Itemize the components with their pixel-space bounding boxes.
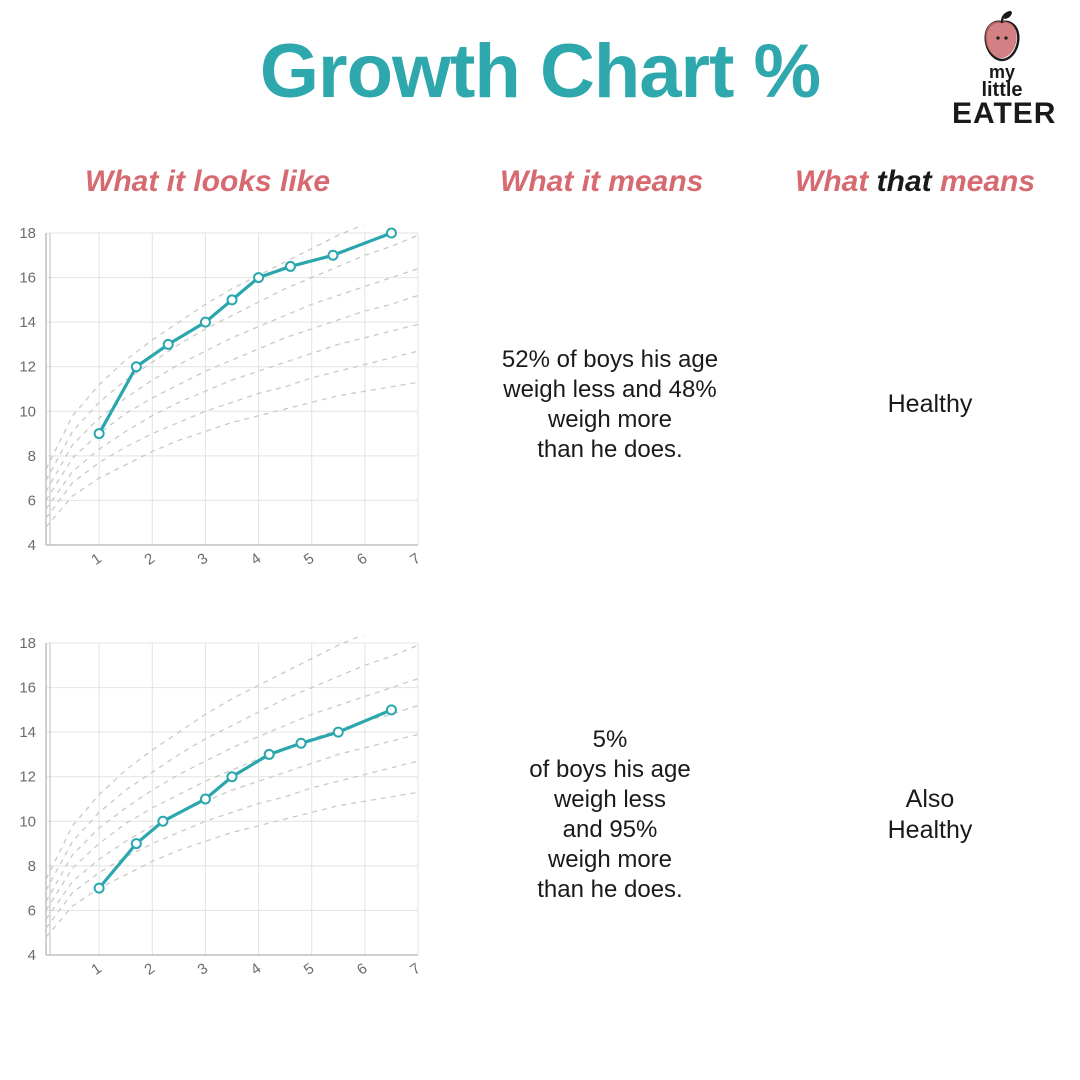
svg-text:8: 8	[28, 448, 36, 465]
svg-text:6: 6	[28, 492, 36, 509]
column-header-means: What it means	[500, 165, 703, 199]
verdict-1: Healthy	[800, 215, 1060, 595]
verdict-2: Also Healthy	[800, 625, 1060, 1005]
svg-text:4: 4	[28, 537, 36, 554]
svg-text:14: 14	[19, 724, 36, 741]
svg-text:18: 18	[19, 225, 36, 242]
svg-text:16: 16	[19, 270, 36, 287]
row-2: 46810121416181234567 5% of boys his age …	[0, 625, 1080, 1005]
page-title: Growth Chart %	[0, 28, 1080, 115]
brand-logo: my little EATER	[952, 10, 1052, 129]
svg-text:10: 10	[19, 403, 36, 420]
growth-chart-2: 46810121416181234567	[8, 635, 428, 995]
svg-text:18: 18	[19, 635, 36, 652]
svg-text:8: 8	[28, 858, 36, 875]
column-header-that-suffix: means	[932, 165, 1035, 198]
svg-text:10: 10	[19, 813, 36, 830]
column-header-that-prefix: What	[795, 165, 877, 198]
svg-text:12: 12	[19, 359, 36, 376]
svg-text:4: 4	[28, 947, 36, 964]
svg-text:14: 14	[19, 314, 36, 331]
growth-chart-1: 46810121416181234567	[8, 225, 428, 585]
column-header-that-em: that	[877, 165, 932, 198]
column-header-that: What that means	[795, 165, 1035, 199]
logo-line-3: EATER	[952, 100, 1052, 129]
svg-text:16: 16	[19, 680, 36, 697]
explanation-2: 5% of boys his age weigh less and 95% we…	[455, 625, 765, 1005]
brand-logo-text: my little EATER	[952, 64, 1052, 129]
column-header-looks: What it looks like	[85, 165, 330, 199]
explanation-1: 52% of boys his age weigh less and 48% w…	[455, 215, 765, 595]
svg-text:12: 12	[19, 769, 36, 786]
row-1: 46810121416181234567 52% of boys his age…	[0, 215, 1080, 595]
apple-icon	[974, 10, 1030, 66]
svg-text:6: 6	[28, 902, 36, 919]
